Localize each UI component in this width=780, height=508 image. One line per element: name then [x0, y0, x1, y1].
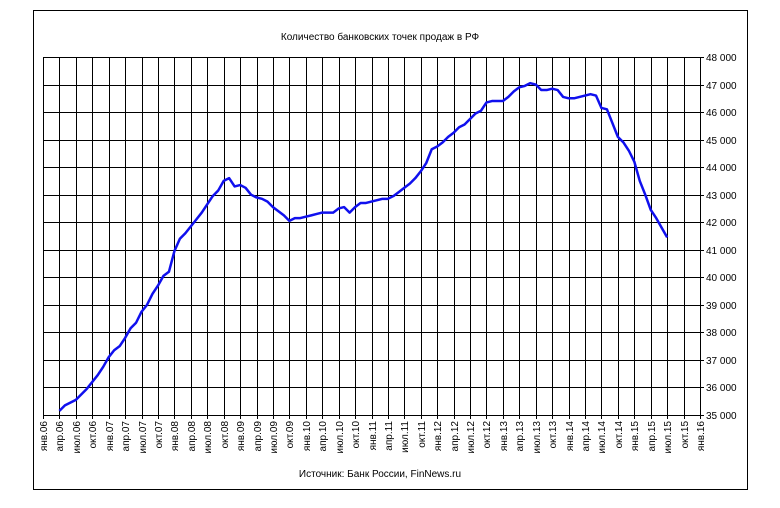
x-tick-label: апр.06 — [55, 421, 66, 452]
x-tick-label: июл.13 — [532, 421, 543, 454]
x-tick-label: июл.07 — [138, 421, 149, 454]
x-tick-label: июл.11 — [400, 421, 411, 453]
x-tick-label: апр.10 — [318, 421, 329, 452]
y-tick-label: 38 000 — [706, 328, 737, 339]
x-tick-label: окт.15 — [680, 421, 691, 449]
x-tick-label: окт.08 — [220, 421, 231, 449]
x-tick-label: июл.14 — [597, 421, 608, 454]
x-tick-label: окт.07 — [154, 421, 165, 449]
x-tick-label: окт.06 — [88, 421, 99, 449]
y-tick-label: 37 000 — [706, 356, 737, 367]
source-note: Источник: Банк России, FinNews.ru — [299, 469, 461, 480]
x-tick-label: янв.10 — [302, 421, 313, 452]
x-tick-label: июл.09 — [269, 421, 280, 454]
x-tick-label: янв.14 — [565, 421, 576, 452]
y-tick-label: 39 000 — [706, 301, 737, 312]
x-tick-label: янв.08 — [170, 421, 181, 452]
y-tick-label: 45 000 — [706, 136, 737, 147]
x-tick-label: апр.07 — [121, 421, 132, 452]
x-tick-label: янв.16 — [696, 421, 707, 452]
x-tick-label: окт.13 — [548, 421, 559, 449]
y-tick-label: 35 000 — [706, 411, 737, 422]
x-tick-label: апр.15 — [647, 421, 658, 452]
y-tick-label: 36 000 — [706, 383, 737, 394]
y-tick-label: 46 000 — [706, 108, 737, 119]
x-tick-label: окт.11 — [417, 421, 428, 448]
y-tick-label: 42 000 — [706, 218, 737, 229]
x-tick-label: апр.12 — [450, 421, 461, 452]
y-tick-label: 47 000 — [706, 81, 737, 92]
x-tick-label: янв.07 — [105, 421, 116, 452]
x-tick-label: апр.08 — [187, 421, 198, 452]
x-tick-label: июл.10 — [335, 421, 346, 454]
y-tick-label: 44 000 — [706, 163, 737, 174]
x-tick-label: июл.06 — [72, 421, 83, 454]
data-line — [58, 81, 669, 412]
x-tick-label: янв.06 — [39, 421, 50, 452]
x-tick-label: апр.11 — [384, 421, 395, 451]
x-tick-label: окт.10 — [351, 421, 362, 449]
y-tick-label: 48 000 — [706, 53, 737, 64]
x-tick-label: окт.12 — [482, 421, 493, 449]
x-tick-label: июл.08 — [203, 421, 214, 454]
x-tick-label: янв.11 — [368, 421, 379, 451]
x-tick-label: июл.15 — [663, 421, 674, 454]
x-tick-label: янв.15 — [630, 421, 641, 452]
x-tick-label: июл.12 — [466, 421, 477, 454]
x-tick-label: апр.14 — [581, 421, 592, 452]
x-tick-label: апр.13 — [515, 421, 526, 452]
x-tick-label: окт.09 — [285, 421, 296, 449]
y-tick-label: 43 000 — [706, 191, 737, 202]
chart-title: Количество банковских точек продаж в РФ — [281, 31, 480, 43]
x-tick-label: апр.09 — [253, 421, 264, 452]
y-tick-label: 40 000 — [706, 273, 737, 284]
x-tick-label: окт.14 — [614, 421, 625, 449]
x-tick-label: янв.13 — [499, 421, 510, 452]
x-tick-label: янв.09 — [236, 421, 247, 452]
x-tick-label: янв.12 — [433, 421, 444, 452]
y-tick-label: 41 000 — [706, 246, 737, 257]
